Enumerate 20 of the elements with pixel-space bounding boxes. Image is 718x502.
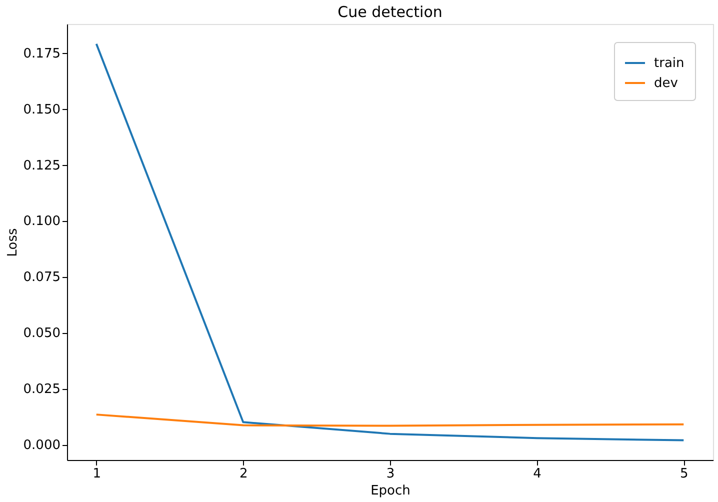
- x-axis-title: Epoch: [370, 484, 410, 498]
- line-series: [95, 42, 685, 442]
- y-tick-label: 0.100: [23, 214, 60, 230]
- y-tick-label: 0.050: [23, 326, 60, 342]
- x-tick-label: 2: [240, 466, 248, 482]
- x-tick-label: 1: [92, 466, 102, 482]
- x-tick-label: 3: [386, 466, 395, 482]
- y-tick-label: 0.175: [23, 46, 60, 62]
- y-tick-label: 0.125: [23, 158, 60, 174]
- legend-label: dev: [654, 76, 678, 91]
- y-tick-label: 0.075: [23, 270, 60, 286]
- y-axis-title: Loss: [5, 228, 20, 257]
- line-series: [95, 414, 685, 427]
- x-tick-label: 4: [533, 466, 542, 482]
- chart-title: Cue detection: [338, 3, 442, 21]
- y-tick-label: 0.000: [23, 438, 60, 454]
- legend-label: train: [654, 56, 684, 71]
- x-tick-label: 5: [680, 466, 688, 482]
- y-tick-label: 0.025: [23, 382, 60, 398]
- y-tick-label: 0.150: [23, 102, 60, 118]
